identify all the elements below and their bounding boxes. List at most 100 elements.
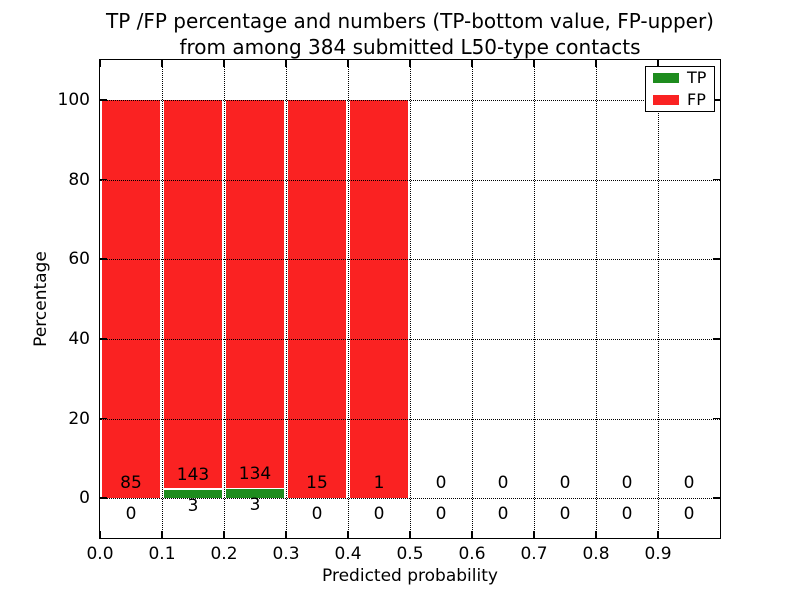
y-axis-label: Percentage [31, 251, 51, 347]
y-tick-mark-right [713, 178, 720, 181]
h-gridline [100, 99, 720, 101]
x-tick-label: 0.0 [86, 544, 114, 564]
x-tick-mark [657, 531, 659, 538]
v-gridline [286, 60, 287, 538]
x-tick-mark [161, 531, 163, 538]
x-axis-label: Predicted probability [322, 566, 498, 586]
v-gridline [596, 60, 597, 538]
chart-title-line1: TP /FP percentage and numbers (TP-bottom… [106, 9, 714, 33]
y-tick-mark [100, 338, 107, 340]
tp-bar [226, 489, 284, 499]
x-tick-mark [595, 531, 597, 538]
x-tick-label: 0.9 [644, 544, 672, 564]
x-tick-mark-top [657, 60, 659, 67]
tp-count-label: 0 [435, 504, 447, 525]
legend-row-tp: TP [653, 70, 714, 86]
x-tick-mark [99, 531, 101, 538]
fp-count-label: 0 [497, 473, 509, 494]
x-tick-mark-top [595, 60, 597, 67]
fp-bar [226, 99, 284, 488]
fp-count-label: 0 [621, 473, 633, 494]
fp-count-label: 15 [306, 473, 328, 494]
y-tick-mark [100, 178, 107, 181]
x-tick-mark-top [99, 60, 101, 67]
fp-legend-label: FP [687, 90, 706, 109]
x-tick-mark [347, 531, 349, 538]
tp-count-label: 0 [683, 504, 695, 525]
fp-bar [350, 99, 408, 499]
x-tick-mark-top [223, 60, 225, 67]
tp-count-label: 0 [497, 504, 509, 525]
tp-count-label: 0 [125, 504, 137, 525]
tp-count-label: 0 [559, 504, 571, 525]
x-tick-mark-top [161, 60, 163, 67]
y-tick-label: 60 [68, 249, 90, 270]
fp-legend-swatch-icon [653, 95, 679, 105]
x-tick-label: 0.1 [148, 544, 176, 564]
tp-count-label: 0 [621, 504, 633, 525]
v-gridline [224, 60, 225, 538]
y-tick-mark-right [713, 338, 720, 340]
x-tick-mark-top [285, 60, 287, 67]
x-tick-mark [409, 531, 411, 538]
y-tick-label: 40 [68, 328, 90, 349]
x-tick-label: 0.5 [396, 544, 424, 564]
y-tick-mark-right [713, 258, 720, 260]
tp-count-label: 0 [373, 504, 385, 525]
h-gridline [100, 338, 720, 340]
h-gridline [100, 179, 720, 181]
y-tick-mark-right [713, 497, 720, 499]
y-tick-mark [100, 417, 107, 420]
v-gridline [534, 60, 535, 538]
v-gridline [472, 60, 473, 538]
fp-count-label: 1 [373, 473, 385, 494]
x-tick-mark-top [409, 60, 411, 67]
y-tick-mark-right [713, 99, 720, 101]
v-gridline [410, 60, 411, 538]
x-tick-mark [223, 531, 225, 538]
tp-count-label: 0 [311, 504, 323, 525]
fp-count-label: 0 [435, 473, 447, 494]
tp-count-label: 3 [187, 495, 199, 516]
x-tick-label: 0.6 [458, 544, 486, 564]
x-tick-mark [533, 531, 535, 538]
x-tick-label: 0.4 [334, 544, 362, 564]
y-tick-mark [100, 258, 107, 260]
x-tick-mark [471, 531, 473, 538]
fp-count-label: 134 [238, 464, 272, 485]
x-tick-mark-top [347, 60, 349, 67]
y-tick-mark-right [713, 417, 720, 420]
chart-title-line2: from among 384 submitted L50-type contac… [179, 35, 641, 59]
h-gridline [100, 498, 720, 500]
legend: TP FP [645, 66, 715, 112]
fp-bar [288, 99, 346, 499]
fp-bar [102, 99, 160, 499]
y-tick-label: 80 [68, 169, 90, 190]
v-gridline [348, 60, 349, 538]
tp-legend-label: TP [687, 68, 707, 87]
h-gridline [100, 259, 720, 261]
x-tick-mark-top [533, 60, 535, 67]
fp-count-label: 143 [176, 464, 210, 485]
v-gridline [162, 60, 163, 538]
v-gridline [658, 60, 659, 538]
y-tick-label: 20 [68, 408, 90, 429]
y-tick-label: 0 [79, 488, 90, 509]
x-tick-mark-top [471, 60, 473, 67]
h-gridline [100, 418, 720, 420]
fp-count-label: 0 [559, 473, 571, 494]
tp-legend-swatch-icon [653, 73, 679, 83]
x-tick-label: 0.7 [520, 544, 548, 564]
fp-count-label: 0 [683, 473, 695, 494]
y-tick-mark [100, 497, 107, 499]
y-tick-mark [100, 99, 107, 101]
x-tick-label: 0.3 [272, 544, 300, 564]
x-tick-mark [285, 531, 287, 538]
x-tick-label: 0.8 [582, 544, 610, 564]
fp-bar [164, 99, 222, 489]
y-tick-label: 100 [57, 89, 90, 110]
x-tick-label: 0.2 [210, 544, 238, 564]
tp-count-label: 3 [249, 495, 261, 516]
legend-row-fp: FP [653, 92, 714, 108]
